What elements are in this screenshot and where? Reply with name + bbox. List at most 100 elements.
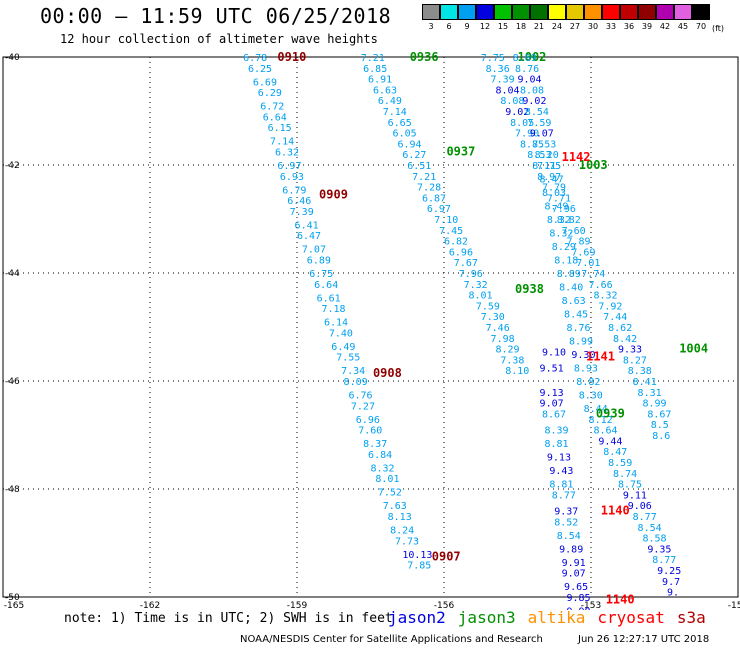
- colorbar-swatch: [583, 4, 602, 20]
- wave-height-label: 7.07: [302, 245, 326, 256]
- wave-height-label: 6.65: [388, 118, 412, 129]
- wave-height-label: 6.72: [260, 102, 284, 113]
- wave-height-label: 8.45: [564, 310, 588, 321]
- wave-height-label: 6.96: [356, 415, 380, 426]
- wave-height-label: 8.32: [547, 215, 571, 226]
- wave-height-label: 8.67: [647, 409, 671, 420]
- wave-height-label: 6.29: [258, 88, 282, 99]
- wave-height-label: 6.78: [243, 53, 267, 64]
- wave-height-label: 8.39: [544, 426, 568, 437]
- colorbar-swatch: [601, 4, 620, 20]
- wave-height-label: 7.14: [383, 107, 407, 118]
- wave-height-label: 8.36: [486, 64, 510, 75]
- colorbar-label: 12: [479, 22, 491, 31]
- colorbar-bin: 24: [547, 4, 566, 33]
- wave-height-label: 8.31: [638, 388, 662, 399]
- legend-altika: altika: [527, 608, 586, 627]
- pass-time-label: 1002: [518, 50, 547, 64]
- colorbar-bin: 21: [529, 4, 548, 33]
- wave-height-label: 8.40: [559, 283, 583, 294]
- colorbar-label: 33: [605, 22, 617, 31]
- colorbar-swatch: [637, 4, 656, 20]
- wave-height-label: 7.38: [500, 355, 524, 366]
- wave-height-label: 8.08: [500, 96, 524, 107]
- pass-time-label: 0910: [277, 50, 306, 64]
- wave-height-label: 8.97: [537, 172, 561, 183]
- wave-height-label: 7.39: [290, 207, 314, 218]
- wave-height-label: 8.24: [390, 526, 414, 537]
- wave-height-label: 6.64: [263, 112, 287, 123]
- wave-height-label: 6.46: [287, 196, 311, 207]
- wave-height-label: 8.64: [593, 426, 617, 437]
- colorbar-swatch: [655, 4, 674, 20]
- wave-height-label: 6.51: [407, 161, 431, 172]
- wave-height-label: 7.46: [486, 323, 510, 334]
- wave-height-label: 6.96: [449, 247, 473, 258]
- wave-height-label: 6.93: [280, 172, 304, 183]
- wave-height-label: 8.03: [542, 188, 566, 199]
- wave-height-label: 9.02: [505, 107, 529, 118]
- pass-time-label: 1141: [586, 350, 615, 364]
- wave-height-label: 7.39: [491, 75, 515, 86]
- x-tick-label: -159: [287, 601, 308, 610]
- wave-height-label: 9.04: [518, 75, 542, 86]
- x-tick-label: -156: [434, 601, 455, 610]
- wave-height-label: 8.99: [642, 399, 666, 410]
- wave-height-label: 8.76: [515, 64, 539, 75]
- wave-height-label: 9.37: [554, 507, 578, 518]
- wave-height-label: 6.41: [295, 220, 319, 231]
- chart-title: 00:00 – 11:59 UTC 06/25/2018: [40, 4, 392, 28]
- wave-height-label: 6.75: [309, 269, 333, 280]
- wave-height-label: 8.18: [554, 256, 578, 267]
- wave-height-label: 8.05: [510, 118, 534, 129]
- wave-height-label: 6.79: [282, 185, 306, 196]
- wave-height-label: 6.76: [348, 391, 372, 402]
- wave-height-label: 7.60: [358, 426, 382, 437]
- wave-height-label: 6.32: [275, 148, 299, 159]
- y-tick-label: -40: [5, 53, 20, 63]
- colorbar-swatch: [421, 4, 440, 20]
- wave-height-label: 8.81: [544, 439, 568, 450]
- colorbar-swatch: [493, 4, 512, 20]
- wave-height-label: 9.7: [662, 577, 680, 588]
- wave-height-label: 7.59: [476, 301, 500, 312]
- wave-height-label: 8.62: [608, 323, 632, 334]
- colorbar-label: 36: [623, 22, 635, 31]
- wave-height-label: 8.32: [549, 229, 573, 240]
- wave-height-label: 9.06: [628, 501, 652, 512]
- wave-height-label: 7.98: [491, 334, 515, 345]
- wave-height-label: 8.27: [623, 355, 647, 366]
- wave-height-label: 8.42: [613, 334, 637, 345]
- x-tick-label: -165: [4, 601, 24, 610]
- wave-height-label: 8.5: [651, 420, 669, 431]
- x-tick-label: -150: [728, 601, 740, 610]
- pass-time-label: 0908: [373, 366, 402, 380]
- wave-height-label: 8.38: [628, 366, 652, 377]
- wave-height-label: 8.6: [652, 431, 670, 442]
- wave-height-label: 7.21: [361, 53, 385, 64]
- y-tick-label: -44: [5, 269, 20, 279]
- colorbar-bin: 45: [673, 4, 692, 33]
- satellite-legend: jason2 jason3 altika cryosat s3a: [388, 608, 706, 627]
- wave-height-label: 6.85: [363, 64, 387, 75]
- wave-height-label: 7.75: [537, 161, 561, 172]
- wave-height-label: 7.21: [412, 172, 436, 183]
- wave-height-label: 6.69: [253, 77, 277, 88]
- wave-height-label: 8.85: [520, 139, 544, 150]
- wave-height-label: 8.58: [642, 534, 666, 545]
- colorbar-label: 39: [641, 22, 653, 31]
- wave-height-label: 7.52: [378, 488, 402, 499]
- wave-height-label: 8.52: [554, 517, 578, 528]
- colorbar-label: 15: [497, 22, 509, 31]
- wave-height-label: 7.30: [481, 312, 505, 323]
- wave-height-label: 6.05: [393, 129, 417, 140]
- wave-height-label: 6.87: [422, 193, 446, 204]
- legend-jason2: jason2: [388, 608, 446, 627]
- wave-height-label: 7.96: [459, 269, 483, 280]
- wave-height-label: 6.97: [427, 204, 451, 215]
- wave-height-label: 8.59: [608, 458, 632, 469]
- wave-height-label: 9.85: [567, 593, 591, 604]
- legend-jason3: jason3: [457, 608, 516, 627]
- wave-height-label: 9.02: [522, 96, 546, 107]
- colorbar-bin: 70: [691, 4, 710, 33]
